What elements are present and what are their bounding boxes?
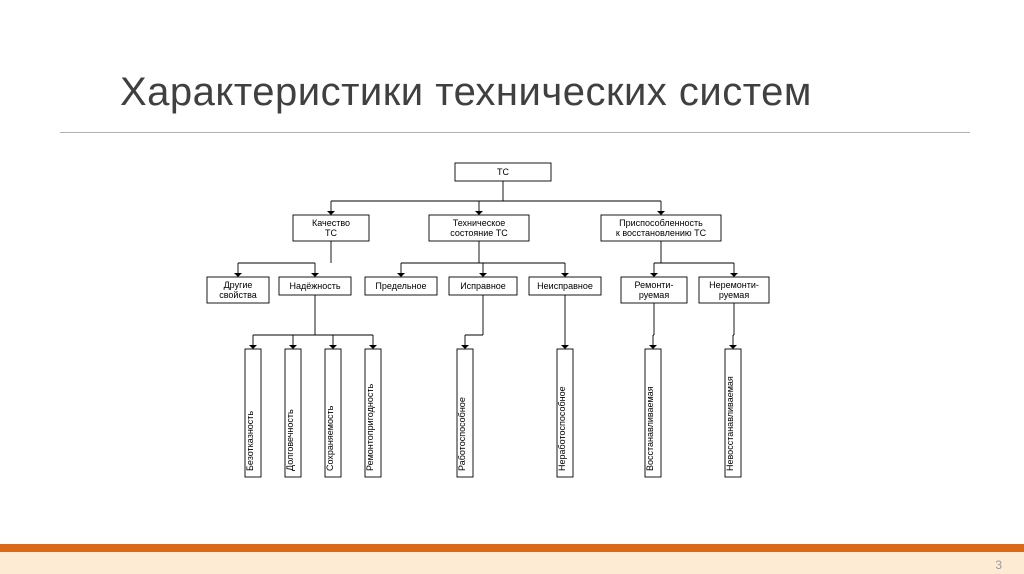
- hierarchy-diagram: ТСКачествоТСТехническоесостояние ТСПрисп…: [195, 155, 835, 525]
- svg-text:Ремонтопригодность: Ремонтопригодность: [365, 384, 375, 471]
- svg-text:к восстановлению ТС: к восстановлению ТС: [616, 228, 707, 238]
- svg-text:Приспособленность: Приспособленность: [619, 218, 703, 228]
- title-rule: [60, 132, 970, 133]
- svg-text:Долговечность: Долговечность: [285, 409, 295, 471]
- svg-text:Предельное: Предельное: [375, 281, 426, 291]
- svg-text:ТС: ТС: [325, 228, 337, 238]
- svg-text:Невосстанавливаемая: Невосстанавливаемая: [725, 376, 735, 471]
- svg-text:руемая: руемая: [719, 290, 750, 300]
- svg-text:свойства: свойства: [219, 290, 257, 300]
- footer-light: [0, 552, 1024, 574]
- slide: Характеристики технических систем ТСКаче…: [0, 0, 1024, 574]
- svg-text:Неработоспособное: Неработоспособное: [557, 386, 567, 471]
- svg-text:Безотказность: Безотказность: [245, 411, 255, 471]
- svg-text:Неисправное: Неисправное: [537, 281, 593, 291]
- svg-text:Неремонти-: Неремонти-: [709, 280, 759, 290]
- svg-text:Работоспособное: Работоспособное: [457, 397, 467, 471]
- page-title: Характеристики технических систем: [120, 70, 812, 115]
- svg-text:ТС: ТС: [497, 167, 509, 177]
- svg-text:Другие: Другие: [224, 280, 253, 290]
- svg-text:Качество: Качество: [312, 218, 350, 228]
- svg-text:Исправное: Исправное: [460, 281, 506, 291]
- svg-text:Восстанавливаемая: Восстанавливаемая: [645, 386, 655, 471]
- footer-accent: [0, 544, 1024, 552]
- svg-text:Надёжность: Надёжность: [289, 281, 340, 291]
- svg-text:Сохраняемость: Сохраняемость: [325, 405, 335, 471]
- svg-text:руемая: руемая: [639, 290, 670, 300]
- page-number: 3: [995, 558, 1002, 572]
- svg-text:Техническое: Техническое: [453, 218, 506, 228]
- svg-text:Ремонти-: Ремонти-: [635, 280, 674, 290]
- svg-text:состояние ТС: состояние ТС: [450, 228, 508, 238]
